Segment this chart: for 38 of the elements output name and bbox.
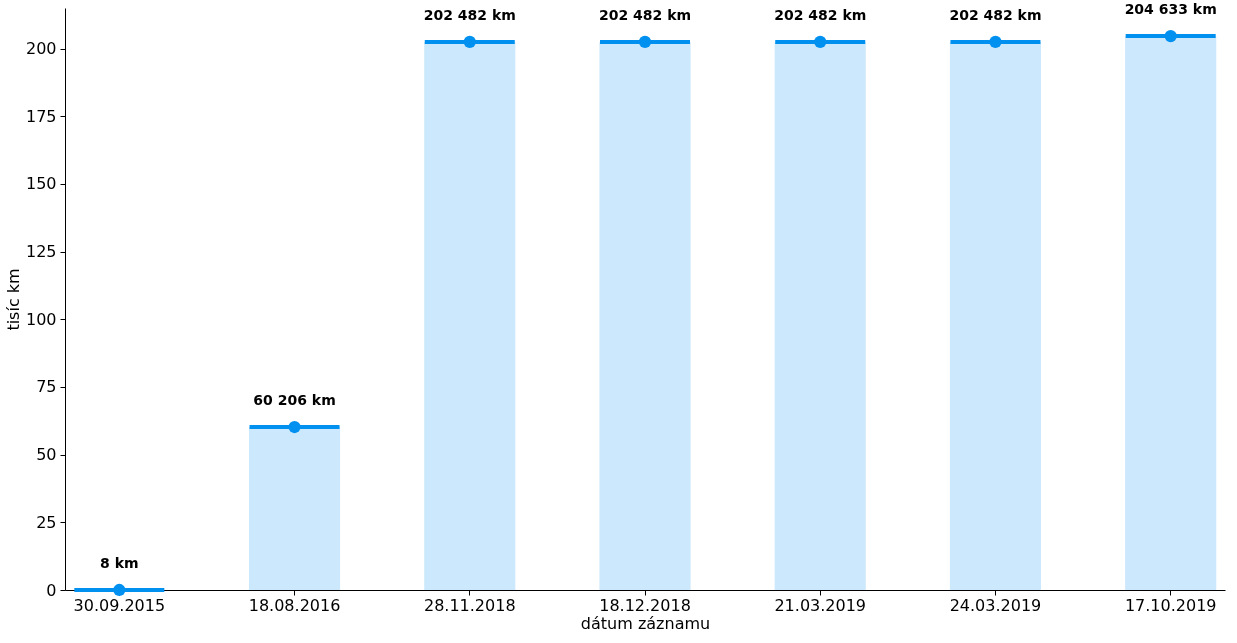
x-tick-label: 28.11.2018 xyxy=(423,595,516,615)
bar xyxy=(424,41,516,590)
x-axis-title: dátum záznamu xyxy=(580,613,711,633)
y-tick-label: 100 xyxy=(25,309,57,329)
x-tick-label: 30.09.2015 xyxy=(73,595,166,615)
x-tick-label: 17.10.2019 xyxy=(1124,595,1217,615)
point xyxy=(463,35,476,48)
point xyxy=(989,35,1002,48)
x-tick-label: 21.03.2019 xyxy=(774,595,867,615)
y-tick-label: 200 xyxy=(25,39,57,59)
y-tick-label: 75 xyxy=(36,377,57,397)
bar xyxy=(1125,36,1217,590)
point xyxy=(288,420,301,434)
x-tick-label: 24.03.2019 xyxy=(949,595,1042,615)
text: 202 482 km xyxy=(423,6,516,23)
point xyxy=(113,583,126,597)
bar xyxy=(599,41,691,590)
point xyxy=(814,35,827,48)
bar xyxy=(949,41,1042,590)
text: 60 206 km xyxy=(253,392,336,409)
text: 202 482 km xyxy=(949,6,1042,23)
y-tick-label: 0 xyxy=(46,580,57,600)
y-tick-label: 125 xyxy=(25,242,57,262)
y-tick-label: 25 xyxy=(36,512,57,532)
x-tick-label: 18.08.2016 xyxy=(248,595,341,615)
text: 202 482 km xyxy=(774,6,867,23)
bar xyxy=(248,427,341,590)
bar xyxy=(774,41,866,590)
y-tick-label: 50 xyxy=(36,445,57,465)
text: 8 km xyxy=(100,554,139,571)
y-tick-label: 150 xyxy=(25,174,57,194)
y-tick-label: 175 xyxy=(25,106,57,126)
text: 202 482 km xyxy=(598,6,692,23)
x-tick-label: 18.12.2018 xyxy=(599,595,691,615)
point xyxy=(638,35,652,48)
point xyxy=(1164,29,1177,43)
y-axis-title: tisíc km xyxy=(3,268,23,331)
text: 204 633 km xyxy=(1124,1,1217,18)
